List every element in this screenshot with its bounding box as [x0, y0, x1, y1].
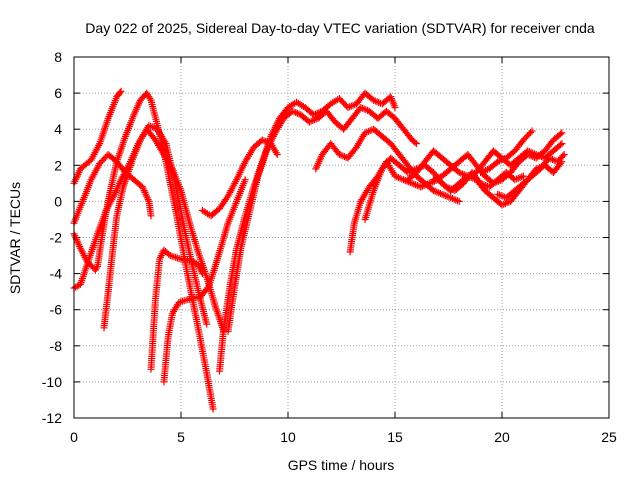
y-tick-label: 2 — [54, 157, 62, 173]
x-tick-label: 0 — [70, 429, 78, 445]
series-arc-17 — [494, 151, 568, 202]
series-arc-5 — [100, 122, 211, 332]
y-tick-label: -8 — [50, 338, 63, 354]
series-arc-15 — [430, 129, 566, 187]
x-tick-label: 15 — [387, 429, 403, 445]
y-tick-label: -12 — [42, 410, 62, 426]
y-axis-label: SDTVAR / TECUs — [7, 182, 23, 294]
y-tick-label: 4 — [54, 121, 62, 137]
data-points — [70, 87, 568, 413]
x-axis-label: GPS time / hours — [288, 457, 395, 473]
y-tick-label: 8 — [54, 49, 62, 65]
y-tick-label: -6 — [50, 302, 63, 318]
plot-frame — [73, 56, 610, 419]
series-arc-16 — [477, 127, 536, 176]
data-point-markers — [147, 246, 206, 373]
x-tick-label: 20 — [494, 429, 510, 445]
data-point-markers — [312, 125, 463, 205]
data-point-markers — [430, 129, 566, 187]
data-point-markers — [160, 176, 249, 386]
y-tick-labels: -12 -10 -8 -6 -4 -2 0 2 4 6 8 — [42, 49, 62, 426]
y-tick-label: -10 — [42, 374, 62, 390]
data-point-markers — [404, 140, 566, 184]
data-point-markers — [494, 151, 568, 202]
data-point-markers — [477, 127, 536, 176]
series-arc-7 — [160, 176, 249, 386]
chart-title: Day 022 of 2025, Sidereal Day-to-day VTE… — [85, 20, 595, 36]
data-point-markers — [224, 104, 420, 335]
series-arc-14 — [404, 140, 566, 184]
x-tick-label: 5 — [177, 429, 185, 445]
data-point-markers — [100, 122, 211, 332]
y-tick-label: -4 — [50, 266, 63, 282]
y-tick-label: 6 — [54, 85, 62, 101]
series-arc-11 — [312, 125, 463, 205]
x-tick-label: 10 — [280, 429, 296, 445]
series-arc-10 — [224, 104, 420, 335]
series-arc-6 — [147, 246, 206, 373]
y-tick-label: -2 — [50, 230, 63, 246]
x-tick-label: 25 — [601, 429, 617, 445]
x-tick-labels: 0 5 10 15 20 25 — [70, 429, 617, 445]
y-tick-label: 0 — [54, 193, 62, 209]
